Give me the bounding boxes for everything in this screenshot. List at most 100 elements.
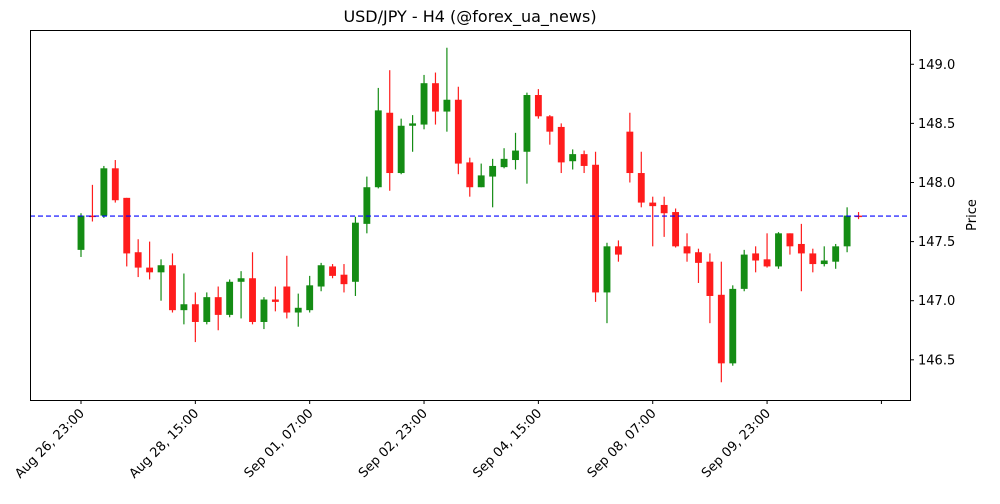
candle-42 (557, 123, 565, 174)
candle-body (569, 154, 577, 162)
candle-body (580, 154, 588, 166)
candle-1 (89, 184, 96, 222)
candle-52 (672, 208, 680, 248)
candle-37 (500, 148, 508, 169)
candle-body (809, 253, 817, 265)
candle-body (500, 158, 508, 168)
candle-body (226, 281, 234, 315)
candle-29 (409, 115, 417, 152)
x-tick-label: Aug 26, 23:00 (12, 406, 88, 482)
candle-49 (637, 151, 645, 208)
candle-body (409, 123, 417, 126)
candle-body (672, 212, 680, 247)
candle-body (683, 246, 691, 254)
candle-20 (306, 275, 314, 313)
candle-body (695, 252, 702, 263)
candle-body (203, 297, 211, 322)
chart-title: USD/JPY - H4 (@forex_ua_news) (343, 7, 596, 27)
candle-body (123, 197, 131, 254)
candle-body (740, 254, 748, 289)
candle-45 (592, 151, 599, 302)
candle-body (146, 267, 154, 273)
y-tick-label: 147.5 (918, 235, 955, 250)
candle-body (592, 164, 599, 293)
candle-10 (191, 292, 199, 343)
candle-body (512, 150, 519, 161)
candle-body (111, 168, 119, 201)
candle-19 (294, 293, 302, 327)
candle-60 (763, 233, 771, 268)
candle-67 (843, 207, 851, 253)
candle-body (763, 259, 771, 267)
candle-12 (214, 286, 222, 331)
candle-55 (706, 253, 714, 324)
candle-32 (443, 47, 451, 132)
candle-body (249, 278, 256, 322)
candle-34 (466, 157, 474, 197)
y-axis-label: Price (965, 199, 980, 231)
candle-66 (832, 243, 840, 269)
candle-48 (626, 112, 634, 183)
candle-body (134, 252, 142, 268)
candle-27 (386, 70, 394, 191)
candle-51 (660, 196, 668, 237)
x-tick-label: Sep 01, 07:00 (242, 406, 317, 481)
candle-body (351, 222, 359, 282)
candle-body (706, 261, 714, 296)
candle-body (614, 246, 622, 255)
candle-41 (546, 115, 554, 145)
candle-body (237, 278, 245, 282)
candle-8 (169, 253, 176, 313)
candle-0 (77, 213, 85, 257)
candle-body (340, 274, 348, 285)
candle-body (191, 304, 199, 322)
y-tick-label: 148.0 (918, 176, 955, 191)
candle-body (443, 99, 451, 112)
candle-57 (729, 285, 737, 366)
candle-58 (740, 249, 748, 292)
y-tick-label: 146.5 (918, 353, 955, 368)
candle-63 (797, 223, 805, 292)
candle-body (432, 83, 439, 112)
candle-65 (820, 246, 828, 267)
candle-44 (580, 150, 588, 174)
candle-13 (226, 279, 234, 318)
candle-body (77, 215, 85, 250)
candle-body (260, 299, 268, 322)
candle-body (100, 168, 108, 216)
candle-59 (752, 246, 760, 273)
candle-body (294, 307, 302, 313)
candle-6 (146, 241, 154, 280)
candle-39 (523, 92, 531, 184)
candle-body (637, 173, 645, 203)
candle-50 (649, 196, 657, 247)
candle-17 (271, 286, 279, 312)
x-tick-label: Sep 08, 07:00 (585, 406, 660, 481)
x-tick-label: Sep 04, 15:00 (470, 406, 545, 481)
candle-3 (111, 160, 119, 203)
candle-40 (534, 89, 542, 119)
candle-61 (775, 232, 782, 269)
candle-4 (123, 197, 131, 267)
candle-2 (100, 165, 108, 218)
candle-25 (363, 176, 371, 234)
candle-body (89, 215, 96, 218)
candle-16 (260, 297, 268, 330)
candle-body (557, 126, 565, 163)
candle-body (283, 286, 291, 313)
candle-body (214, 297, 222, 315)
candle-body (489, 165, 497, 177)
candle-body (820, 260, 828, 265)
candle-62 (786, 233, 794, 255)
candle-36 (489, 158, 497, 208)
candle-23 (340, 264, 348, 293)
candle-body (649, 202, 657, 207)
candle-64 (809, 248, 817, 273)
candle-body (420, 83, 428, 125)
candle-body (546, 116, 554, 132)
candle-9 (180, 273, 188, 325)
candle-body (363, 187, 371, 224)
candle-body (832, 246, 840, 262)
candle-body (169, 265, 176, 311)
candle-body (397, 125, 405, 174)
